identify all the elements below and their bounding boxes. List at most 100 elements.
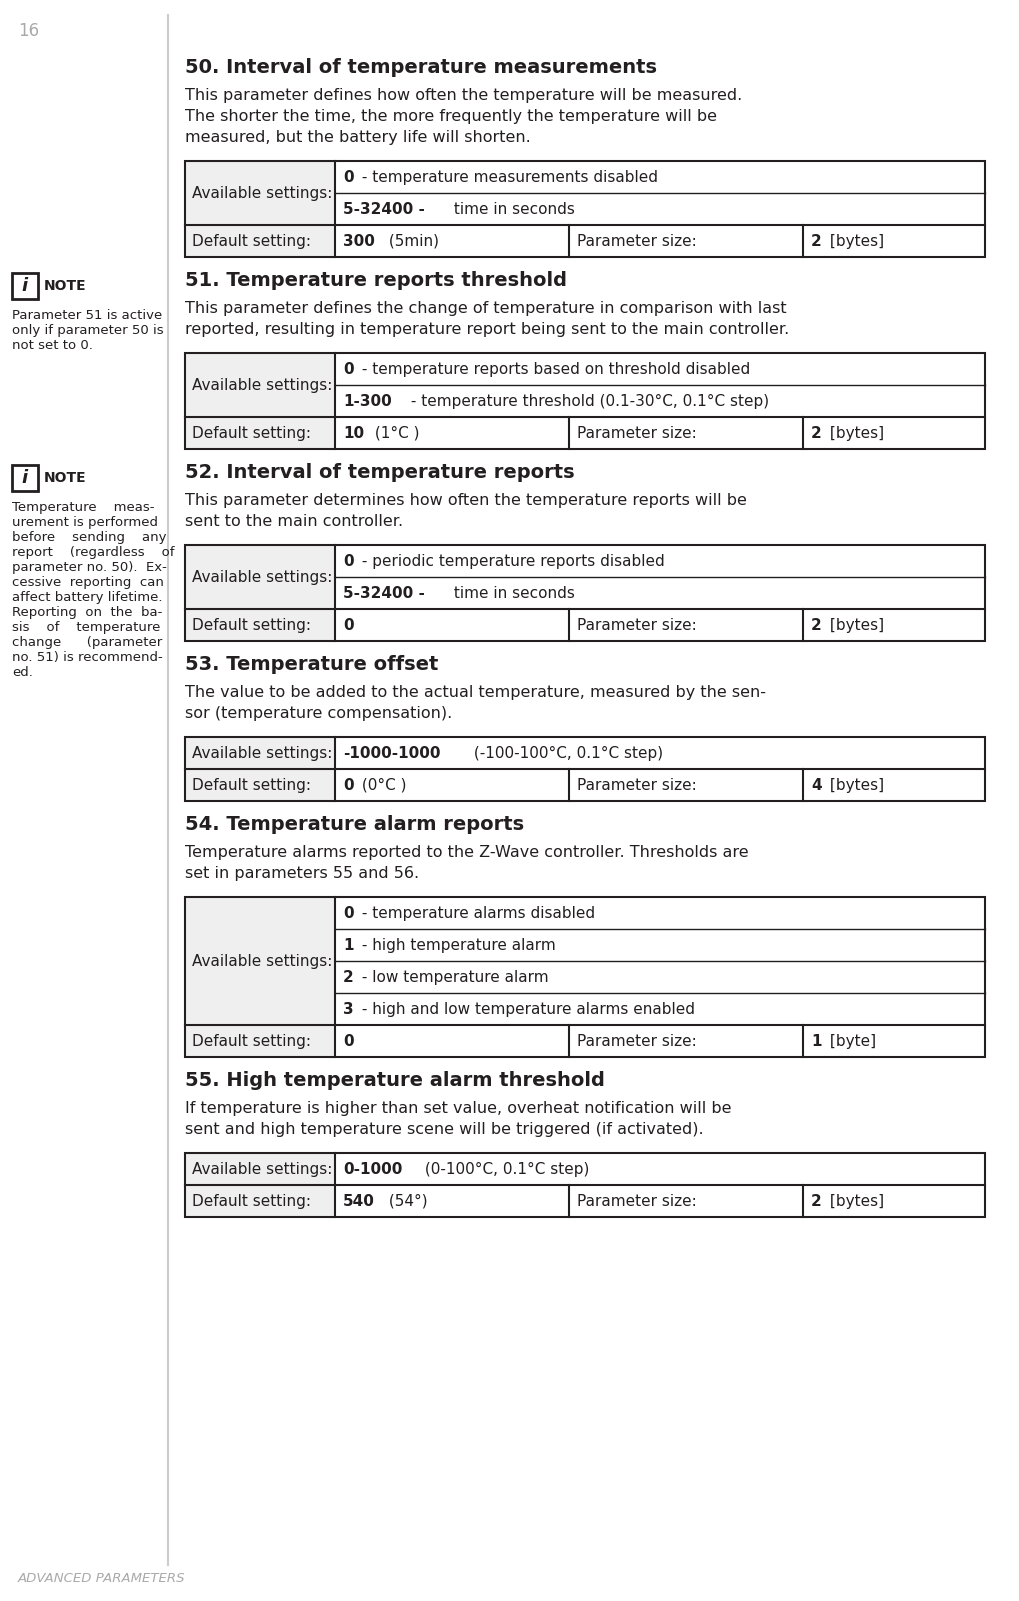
Text: before    sending    any: before sending any (12, 532, 166, 544)
Text: Parameter size:: Parameter size: (577, 426, 696, 440)
Text: Parameter size:: Parameter size: (577, 234, 696, 248)
Text: 5-32400 -: 5-32400 - (342, 202, 425, 216)
Text: reported, resulting in temperature report being sent to the main controller.: reported, resulting in temperature repor… (184, 322, 789, 336)
Text: Parameter size:: Parameter size: (577, 1034, 696, 1049)
Text: Available settings:: Available settings: (192, 746, 332, 760)
Text: Available settings:: Available settings: (192, 954, 332, 969)
Text: The value to be added to the actual temperature, measured by the sen-: The value to be added to the actual temp… (184, 685, 765, 700)
Text: 0: 0 (342, 362, 354, 376)
Text: 52. Interval of temperature reports: 52. Interval of temperature reports (184, 463, 574, 482)
Text: Default setting:: Default setting: (192, 618, 311, 632)
Text: 0-1000: 0-1000 (342, 1161, 401, 1177)
Text: - temperature measurements disabled: - temperature measurements disabled (357, 170, 657, 184)
Text: This parameter defines how often the temperature will be measured.: This parameter defines how often the tem… (184, 88, 742, 102)
Text: report    (regardless    of: report (regardless of (12, 546, 174, 559)
Text: ADVANCED PARAMETERS: ADVANCED PARAMETERS (18, 1572, 185, 1585)
Text: (5min): (5min) (384, 234, 439, 248)
Text: Parameter size:: Parameter size: (577, 778, 696, 792)
Text: Temperature alarms reported to the Z-Wave controller. Thresholds are: Temperature alarms reported to the Z-Wav… (184, 845, 748, 860)
Text: 540: 540 (342, 1193, 375, 1209)
Text: ed.: ed. (12, 666, 33, 679)
Bar (184, 162, 984, 258)
Text: 2: 2 (810, 1193, 821, 1209)
Text: set in parameters 55 and 56.: set in parameters 55 and 56. (184, 866, 419, 881)
Text: Available settings:: Available settings: (192, 570, 332, 584)
Bar (184, 1153, 984, 1217)
Text: - temperature threshold (0.1-30°C, 0.1°C step): - temperature threshold (0.1-30°C, 0.1°C… (406, 394, 768, 408)
Text: sent to the main controller.: sent to the main controller. (184, 514, 403, 528)
Text: 0: 0 (342, 170, 354, 184)
Text: Parameter 51 is active: Parameter 51 is active (12, 309, 162, 322)
Text: NOTE: NOTE (44, 279, 87, 293)
Text: change      (parameter: change (parameter (12, 636, 162, 648)
Text: Available settings:: Available settings: (192, 1161, 332, 1177)
Text: only if parameter 50 is: only if parameter 50 is (12, 323, 163, 336)
Bar (184, 1185, 334, 1217)
Text: Default setting:: Default setting: (192, 778, 311, 792)
Text: If temperature is higher than set value, overheat notification will be: If temperature is higher than set value,… (184, 1101, 731, 1116)
Bar (184, 352, 334, 416)
Text: [bytes]: [bytes] (824, 1193, 883, 1209)
Text: (0°C ): (0°C ) (357, 778, 406, 792)
Text: parameter no. 50).  Ex-: parameter no. 50). Ex- (12, 560, 167, 575)
Bar (184, 736, 984, 800)
Text: Parameter size:: Parameter size: (577, 618, 696, 632)
Text: -1000-1000: -1000-1000 (342, 746, 440, 760)
Bar (12, 274, 38, 299)
Text: 50. Interval of temperature measurements: 50. Interval of temperature measurements (184, 58, 656, 77)
Bar (184, 897, 984, 1057)
Text: (1°C ): (1°C ) (370, 426, 420, 440)
Text: i: i (22, 277, 29, 295)
Bar (184, 608, 334, 640)
Text: sis    of    temperature: sis of temperature (12, 621, 160, 634)
Text: Default setting:: Default setting: (192, 1034, 311, 1049)
Text: (-100-100°C, 0.1°C step): (-100-100°C, 0.1°C step) (469, 746, 662, 760)
Bar (184, 544, 334, 608)
Text: 1: 1 (810, 1034, 820, 1049)
Text: 0: 0 (342, 906, 354, 921)
Text: sent and high temperature scene will be triggered (if activated).: sent and high temperature scene will be … (184, 1122, 703, 1137)
Text: 0: 0 (342, 1034, 354, 1049)
Text: NOTE: NOTE (44, 471, 87, 485)
Text: (0-100°C, 0.1°C step): (0-100°C, 0.1°C step) (419, 1161, 588, 1177)
Text: - temperature alarms disabled: - temperature alarms disabled (357, 906, 594, 921)
Text: [bytes]: [bytes] (824, 234, 883, 248)
Text: affect battery lifetime.: affect battery lifetime. (12, 591, 162, 604)
Text: - periodic temperature reports disabled: - periodic temperature reports disabled (357, 554, 663, 568)
Text: [bytes]: [bytes] (824, 618, 883, 632)
Text: Available settings:: Available settings: (192, 186, 332, 200)
Text: time in seconds: time in seconds (448, 586, 574, 600)
Text: 1: 1 (342, 938, 354, 953)
Text: 0: 0 (342, 618, 354, 632)
Bar (184, 162, 334, 226)
Text: (54°): (54°) (384, 1193, 427, 1209)
Text: 2: 2 (342, 970, 354, 985)
Text: no. 51) is recommend-: no. 51) is recommend- (12, 652, 163, 664)
Text: This parameter determines how often the temperature reports will be: This parameter determines how often the … (184, 493, 746, 508)
Text: i: i (22, 469, 29, 487)
Text: 16: 16 (18, 22, 39, 40)
Bar (184, 544, 984, 640)
Text: [bytes]: [bytes] (824, 426, 883, 440)
Text: 2: 2 (810, 426, 821, 440)
Text: 51. Temperature reports threshold: 51. Temperature reports threshold (184, 271, 567, 290)
Text: [bytes]: [bytes] (824, 778, 883, 792)
Text: Reporting  on  the  ba-: Reporting on the ba- (12, 607, 162, 620)
Text: 54. Temperature alarm reports: 54. Temperature alarm reports (184, 815, 524, 834)
Bar (12, 464, 38, 492)
Text: 55. High temperature alarm threshold: 55. High temperature alarm threshold (184, 1071, 604, 1090)
Text: - low temperature alarm: - low temperature alarm (357, 970, 548, 985)
Bar (184, 226, 334, 258)
Text: This parameter defines the change of temperature in comparison with last: This parameter defines the change of tem… (184, 301, 786, 315)
Text: Default setting:: Default setting: (192, 234, 311, 248)
Text: - high temperature alarm: - high temperature alarm (357, 938, 554, 953)
Text: 0: 0 (342, 778, 354, 792)
Text: Parameter size:: Parameter size: (577, 1193, 696, 1209)
Text: - temperature reports based on threshold disabled: - temperature reports based on threshold… (357, 362, 749, 376)
Text: Default setting:: Default setting: (192, 426, 311, 440)
Text: 2: 2 (810, 234, 821, 248)
Text: 300: 300 (342, 234, 375, 248)
Bar (184, 736, 334, 768)
Text: 5-32400 -: 5-32400 - (342, 586, 425, 600)
Text: cessive  reporting  can: cessive reporting can (12, 576, 164, 589)
